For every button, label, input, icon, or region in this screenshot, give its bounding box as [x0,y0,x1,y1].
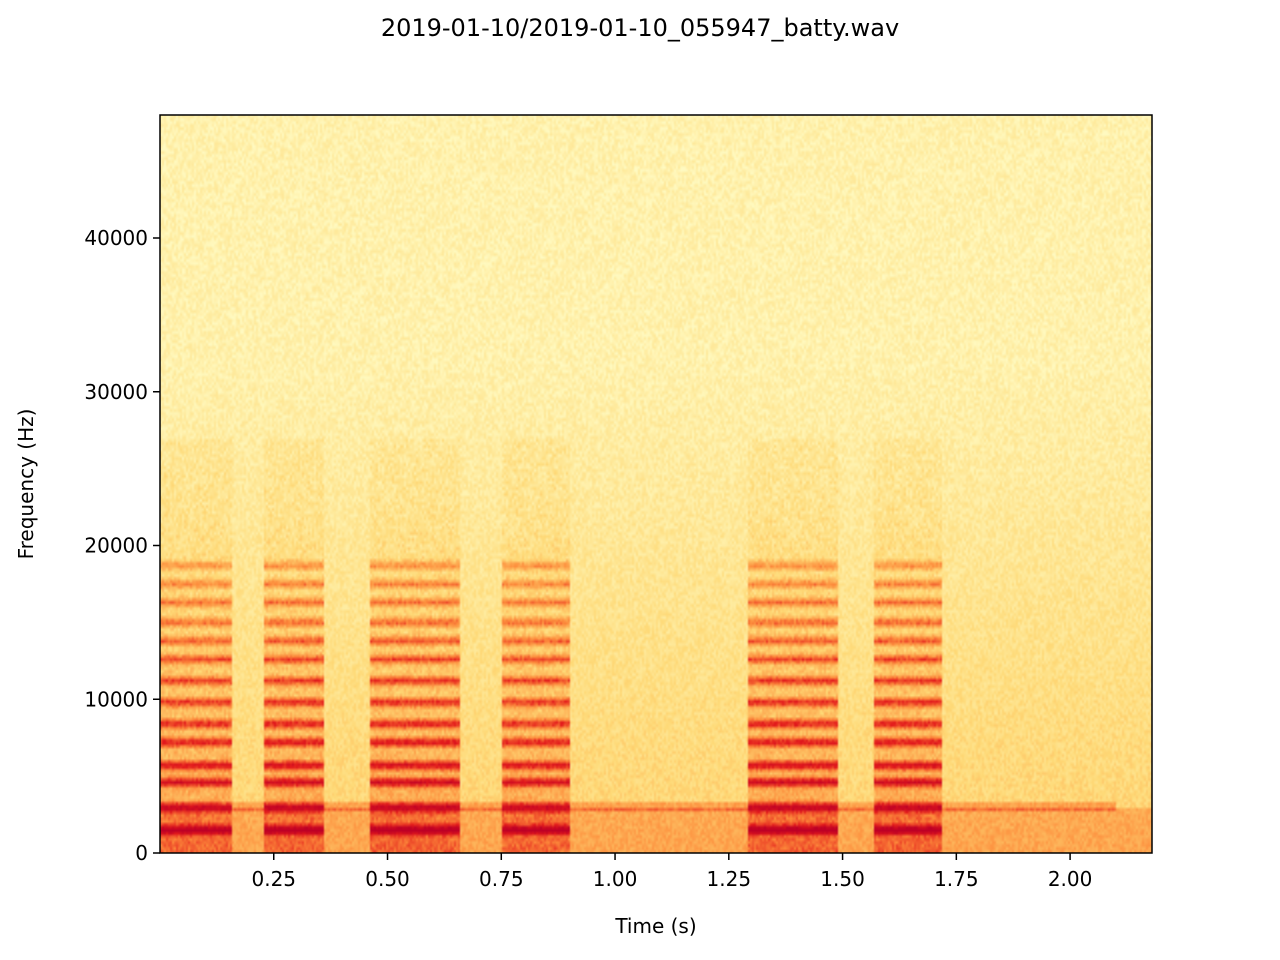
x-tick-label: 2.00 [1048,867,1093,891]
y-tick-label: 10000 [84,687,148,711]
y-axis-label: Frequency (Hz) [14,409,38,560]
x-tick-label: 1.25 [707,867,752,891]
x-tick-label: 1.75 [934,867,979,891]
x-tick-label: 0.50 [365,867,410,891]
spectrogram-canvas [160,115,1152,853]
spectrogram-image [160,115,1152,853]
x-tick-label: 1.50 [820,867,865,891]
y-axis: 0 10000 20000 30000 40000 [84,226,160,865]
y-tick-label: 0 [135,841,148,865]
x-tick-label: 0.25 [251,867,296,891]
x-tick-label: 0.75 [479,867,524,891]
spectrogram-heatmap [160,115,1152,853]
y-tick-label: 20000 [84,534,148,558]
x-axis-label: Time (s) [614,914,696,938]
y-tick-label: 40000 [84,226,148,250]
x-tick-label: 1.00 [593,867,638,891]
plot-frame [159,114,1153,854]
y-tick-label: 30000 [84,380,148,404]
x-axis: 0.25 0.50 0.75 1.00 1.25 1.50 1.75 2.00 [251,853,1092,891]
chart-title: 2019-01-10/2019-01-10_055947_batty.wav [380,14,900,42]
